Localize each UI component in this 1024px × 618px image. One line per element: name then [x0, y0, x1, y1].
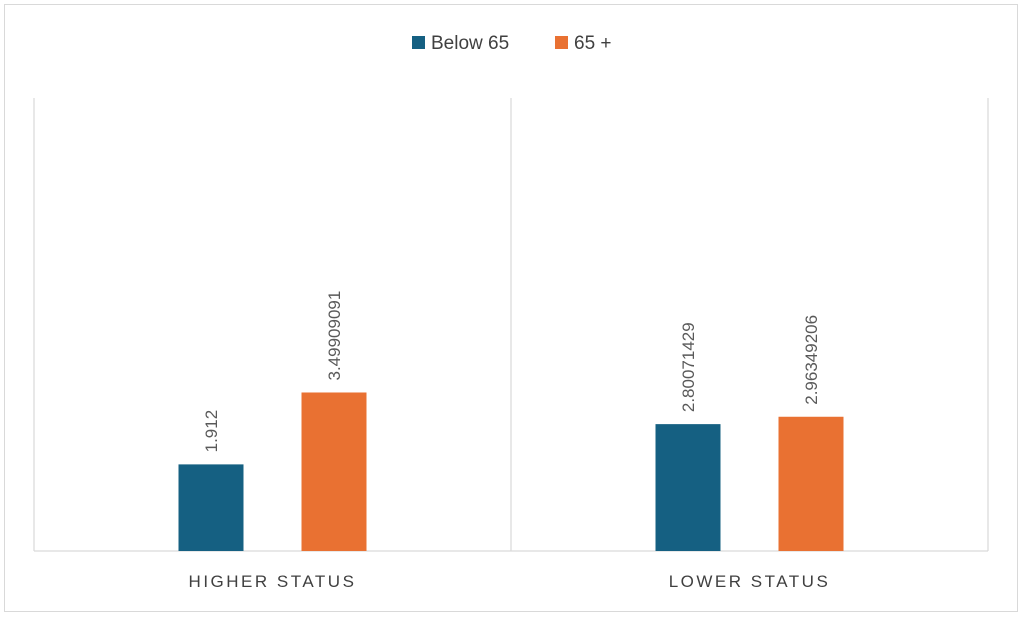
legend-swatch	[412, 36, 425, 49]
legend-swatch	[555, 36, 568, 49]
data-label: 1.912	[202, 410, 221, 453]
bar	[178, 464, 244, 551]
bar	[655, 424, 721, 551]
legend-label: Below 65	[431, 33, 509, 54]
bar	[301, 392, 367, 551]
bars	[178, 392, 844, 551]
data-label: 2.80071429	[679, 322, 698, 412]
data-labels: 1.912 3.49909091 2.80071429 2.96349206	[202, 291, 821, 453]
legend: Below 65 65 +	[412, 33, 612, 54]
bar	[778, 416, 844, 551]
data-label: 2.96349206	[802, 315, 821, 405]
x-tick-label: HIGHER STATUS	[189, 572, 357, 591]
x-tick-label: LOWER STATUS	[669, 572, 831, 591]
data-label: 3.49909091	[325, 291, 344, 381]
legend-label: 65 +	[574, 33, 612, 54]
chart-axes: HIGHER STATUS LOWER STATUS	[33, 98, 989, 591]
